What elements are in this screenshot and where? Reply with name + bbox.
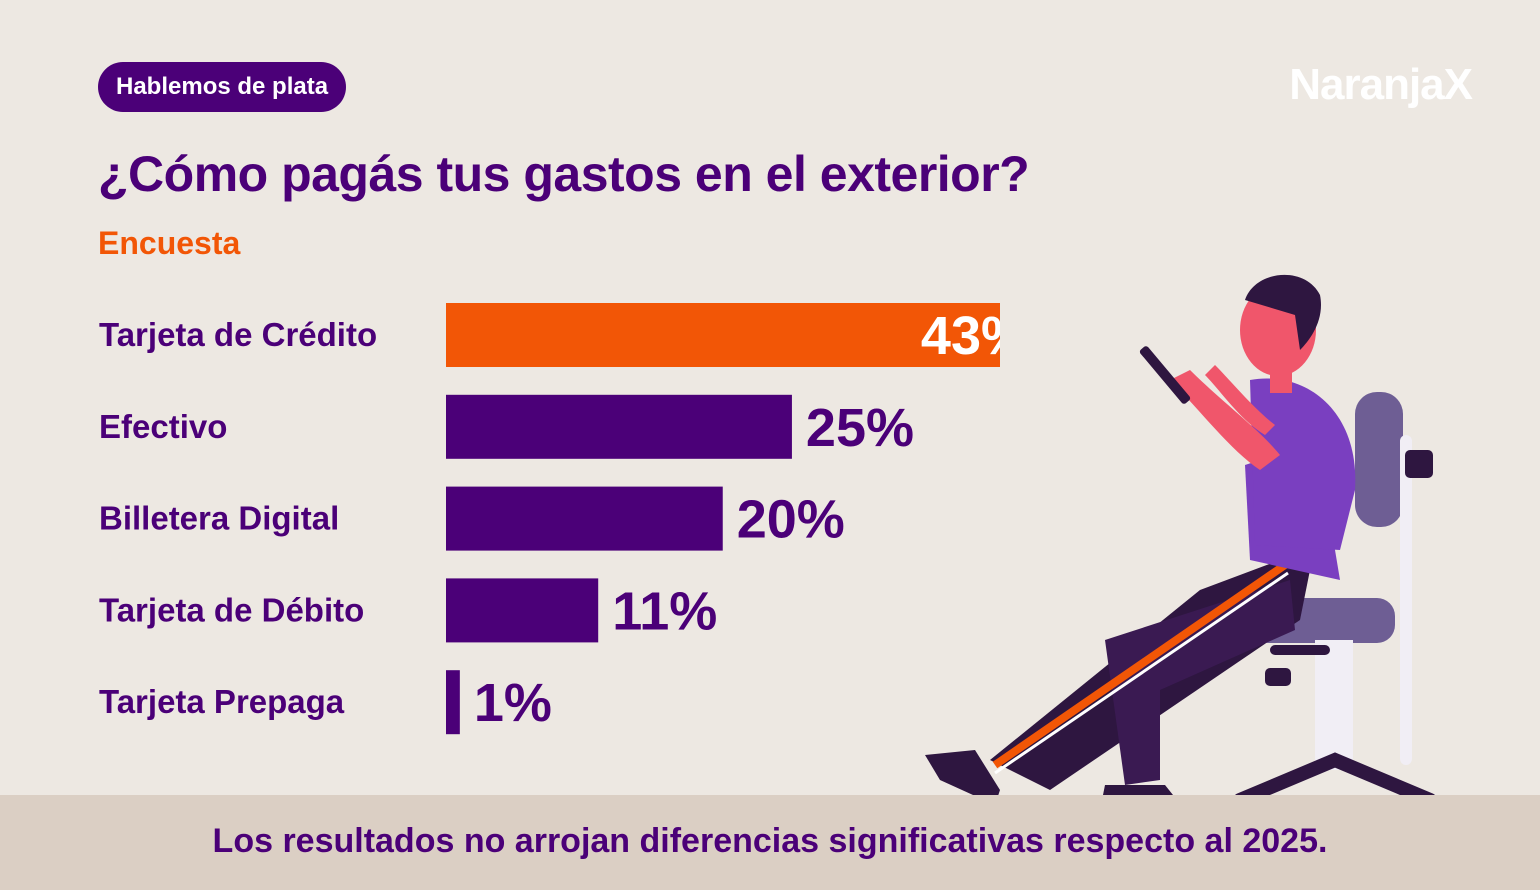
value-label: 11% [612,581,717,641]
category-label: Tarjeta de Crédito [99,316,377,353]
category-tag: Hablemos de plata [98,62,347,112]
bar-chart: Tarjeta de Crédito 43% Efectivo 25% Billeter… [99,303,1000,735]
person-illustration [925,274,1437,814]
bar [446,486,723,551]
category-label: Tarjeta de Débito [99,591,364,628]
bar [446,670,460,735]
chart-title: ¿Cómo pagás tus gastos en el exterior? [98,146,1030,202]
bar [446,394,792,459]
category-label: Efectivo [99,408,227,445]
footer-band [0,795,1540,890]
brand-logo: NaranjaX [1289,60,1473,109]
value-label: 25% [806,398,914,458]
value-label: 43% [921,306,1000,366]
value-label: 1% [474,673,552,733]
bar [446,303,1000,367]
category-label: Tarjeta Prepaga [99,683,345,720]
footer-note: Los resultados no arrojan diferencias si… [212,822,1328,860]
value-label: 20% [737,490,845,550]
category-label: Billetera Digital [99,500,339,537]
chart-subtitle: Encuesta [98,225,241,261]
bar [446,578,599,643]
